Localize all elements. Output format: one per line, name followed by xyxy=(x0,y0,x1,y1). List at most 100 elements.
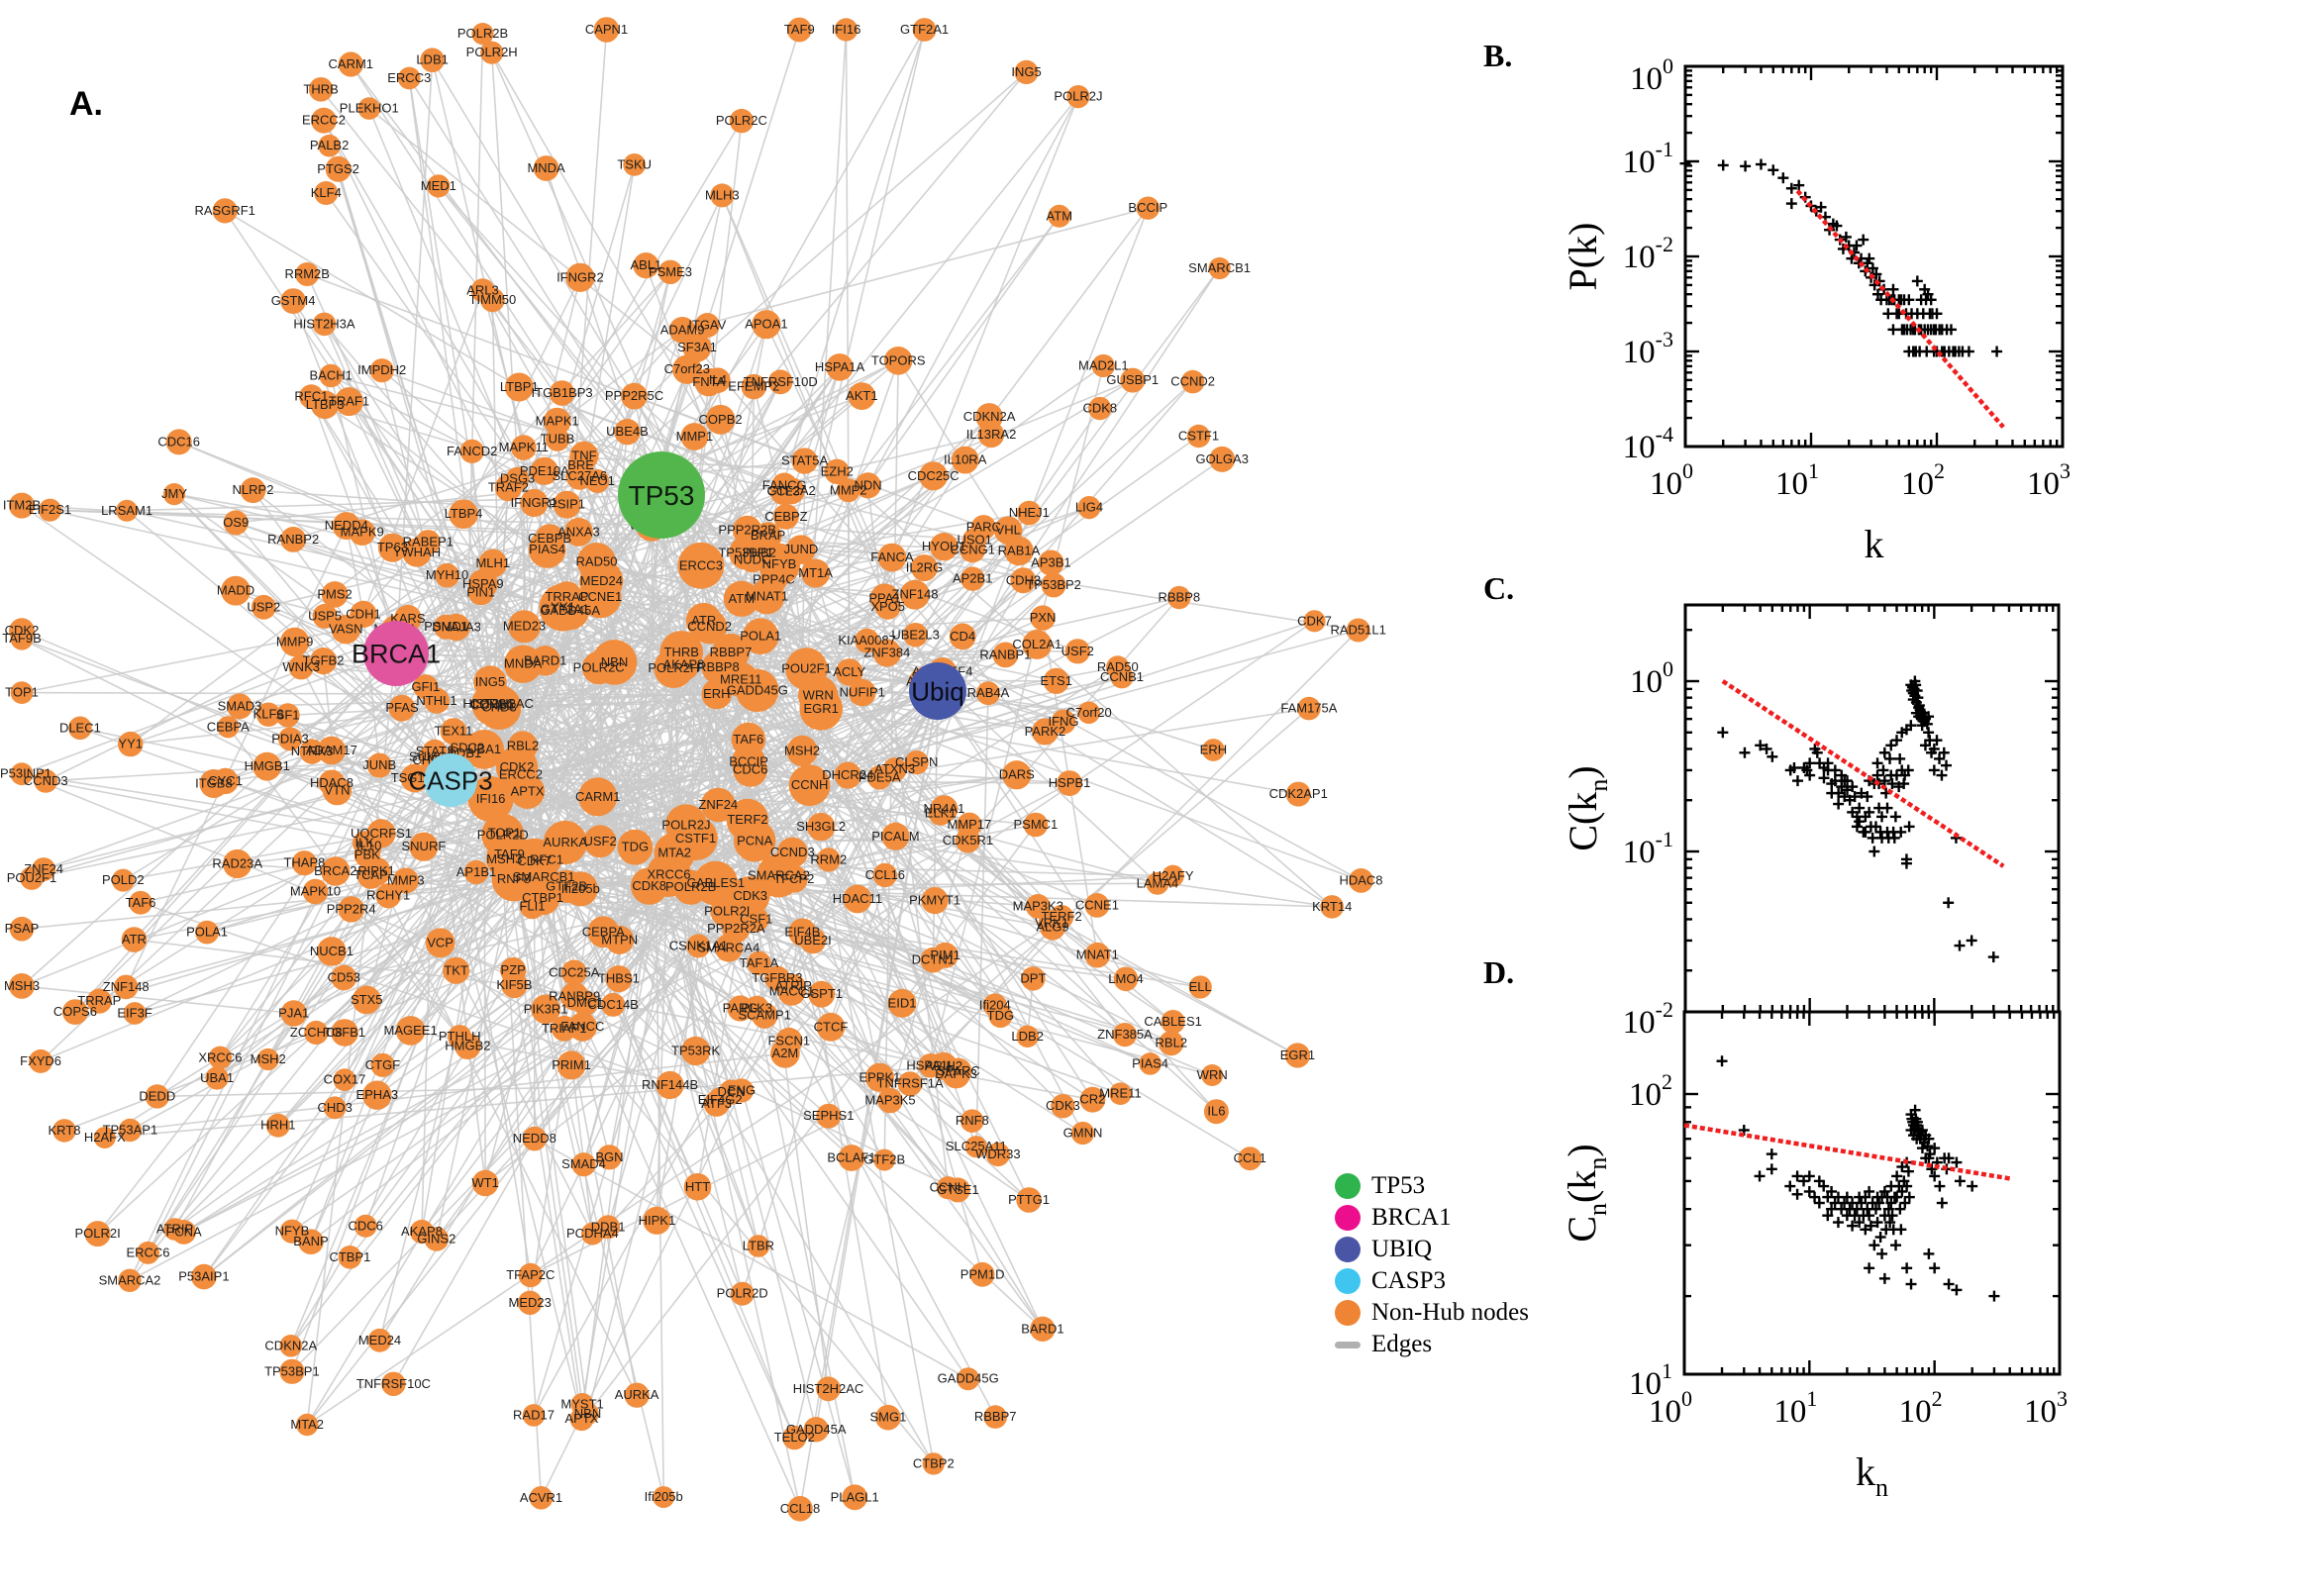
network-node-label: COPS6 xyxy=(53,1004,97,1019)
network-edge xyxy=(252,489,975,542)
network-node-label: CYC1 xyxy=(208,773,243,788)
network-node-label: RAD23A xyxy=(212,856,262,871)
network-node-label: LTBR xyxy=(743,1239,774,1253)
network-node-label: RBL2 xyxy=(1156,1036,1188,1050)
network-node xyxy=(322,776,353,806)
network-node-label: TKT xyxy=(444,962,468,977)
network-node-label: DPT xyxy=(1020,970,1046,985)
legend-label: UBIQ xyxy=(1371,1236,1433,1262)
network-node-label: MYH10 xyxy=(426,567,468,582)
network-edge xyxy=(206,804,719,934)
network-node-label: HIPK1 xyxy=(639,1213,676,1228)
network-node-label: CEBPA xyxy=(207,719,250,734)
network-edge xyxy=(600,580,817,1430)
network-node-label: MADD xyxy=(217,583,254,598)
network-node xyxy=(1297,696,1321,721)
network-node xyxy=(20,866,44,890)
network-node xyxy=(279,1219,304,1244)
network-node xyxy=(338,51,363,77)
network-node xyxy=(1014,59,1039,84)
network-node-label: MAPK11 xyxy=(499,440,549,454)
network-node xyxy=(471,1169,499,1197)
network-node-label: ACLY xyxy=(833,664,865,679)
network-node-label: DCN xyxy=(718,1084,746,1099)
network-edge xyxy=(686,71,1028,370)
network-node-label: NBN xyxy=(574,1406,601,1421)
network-node-label: TELO2 xyxy=(774,1430,815,1445)
network-node-label: NUDC xyxy=(734,551,771,566)
network-edge xyxy=(749,29,926,770)
network-node xyxy=(1057,770,1082,796)
network-edge xyxy=(651,525,664,1498)
network-node xyxy=(217,716,240,739)
network-node xyxy=(668,317,696,344)
network-node-label: SMARCA2 xyxy=(748,867,810,882)
network-node-label: MMP2 xyxy=(830,482,867,497)
network-node-label: ZCCHC8 xyxy=(290,1025,343,1040)
network-node-label: SLC25A11 xyxy=(946,1139,1007,1153)
network-node-label: HSPB1 xyxy=(1049,775,1091,790)
network-node xyxy=(1159,1031,1184,1056)
network-node-label: OS9 xyxy=(223,515,249,530)
network-node xyxy=(936,1176,960,1200)
network-node xyxy=(291,850,317,876)
y-axis-title: C(kn) xyxy=(1561,765,1613,850)
network-edge xyxy=(586,954,947,1415)
network-node-label: CCND3 xyxy=(770,845,815,859)
network-node xyxy=(1002,760,1032,790)
axis-ticks xyxy=(1684,1012,2060,1374)
network-node-label: KLF4 xyxy=(311,185,342,200)
network-node xyxy=(855,472,881,499)
y-tick-label: 10-2 xyxy=(1623,997,1673,1041)
network-node-label: H2AFX xyxy=(84,1130,126,1145)
network-node xyxy=(730,1281,755,1306)
network-node-label: CTBP1 xyxy=(329,1249,370,1264)
network-node-label: CARM1 xyxy=(575,789,621,804)
network-node-label: IL6 xyxy=(1207,1104,1225,1119)
network-node-label: WRN xyxy=(803,687,834,702)
network-node-label: FXYD6 xyxy=(20,1053,61,1068)
network-node xyxy=(787,1496,813,1522)
network-node xyxy=(349,519,376,546)
network-node xyxy=(556,1050,586,1080)
network-node xyxy=(520,488,549,518)
network-node-label: TGFB2 xyxy=(303,653,345,668)
network-node xyxy=(471,22,494,46)
network-node-label: TP63 xyxy=(377,540,408,554)
network-node xyxy=(808,980,836,1008)
network-node-label: DLEC1 xyxy=(59,720,101,735)
network-node-label: DARS xyxy=(999,767,1035,782)
network-node-label: ADAM17 xyxy=(306,743,357,757)
network-node-label: GADD45G xyxy=(938,1371,999,1386)
network-node xyxy=(869,583,900,614)
network-node xyxy=(1051,709,1076,735)
network-node-label: NDN xyxy=(855,477,882,492)
network-node xyxy=(849,678,876,707)
network-node xyxy=(1017,500,1042,526)
network-edge xyxy=(325,192,793,853)
network-node-label: RAD51L1 xyxy=(1331,623,1386,638)
network-node-label: AP2B1 xyxy=(953,571,992,586)
network-edge xyxy=(580,651,682,1420)
network-node xyxy=(495,746,539,788)
network-node-label: GSPT1 xyxy=(800,986,843,1001)
network-node xyxy=(377,533,407,562)
network-node xyxy=(577,543,616,581)
network-node-label: SMAD4 xyxy=(561,1156,606,1171)
network-node xyxy=(311,107,337,134)
network-node-label: GINS2 xyxy=(417,1231,455,1246)
network-node-label: ING5 xyxy=(475,674,505,689)
network-node xyxy=(791,448,818,474)
network-node-label: PARC xyxy=(966,520,1001,535)
network-node-label: PARK2 xyxy=(1025,724,1066,739)
network-node xyxy=(505,466,530,491)
network-edge xyxy=(458,381,781,1038)
network-node xyxy=(964,1136,987,1158)
network-node xyxy=(617,829,654,865)
network-edge xyxy=(491,704,1093,1101)
network-node xyxy=(454,1033,481,1059)
network-node-label: SMAD3 xyxy=(218,698,262,713)
network-node-label: CAPN1 xyxy=(585,22,628,37)
network-node xyxy=(875,1404,901,1431)
